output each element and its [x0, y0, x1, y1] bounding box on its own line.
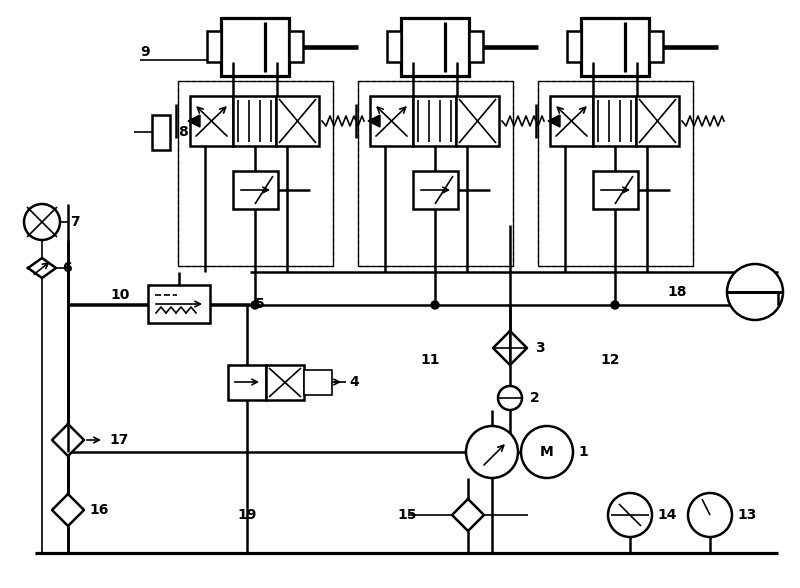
Bar	[233, 171, 278, 209]
Text: 12: 12	[600, 353, 619, 367]
Bar	[538, 81, 693, 266]
Bar	[581, 18, 649, 76]
Bar	[636, 96, 679, 146]
Polygon shape	[452, 499, 484, 531]
Bar	[413, 171, 458, 209]
Polygon shape	[28, 258, 56, 278]
Text: 5: 5	[255, 297, 265, 311]
Circle shape	[431, 301, 439, 309]
Text: 11: 11	[420, 353, 439, 367]
Polygon shape	[52, 494, 84, 526]
Text: 8: 8	[178, 125, 188, 139]
Circle shape	[727, 264, 783, 320]
Text: 9: 9	[140, 45, 150, 59]
Bar	[266, 365, 304, 400]
Polygon shape	[52, 424, 84, 456]
Bar	[148, 285, 210, 323]
Bar	[469, 31, 483, 62]
Text: 3: 3	[535, 341, 545, 355]
Bar	[190, 96, 233, 146]
Circle shape	[521, 426, 573, 478]
Text: 17: 17	[109, 433, 128, 447]
Text: 6: 6	[62, 261, 72, 275]
Text: 18: 18	[667, 285, 687, 299]
Bar	[370, 96, 413, 146]
Bar	[649, 31, 663, 62]
Circle shape	[611, 301, 619, 309]
Text: 10: 10	[110, 288, 130, 302]
Bar	[276, 96, 319, 146]
Bar	[538, 81, 693, 266]
Bar	[289, 31, 303, 62]
Circle shape	[608, 493, 652, 537]
Text: 15: 15	[398, 508, 417, 522]
Bar	[221, 18, 289, 76]
Bar	[593, 96, 636, 146]
Bar	[178, 81, 333, 266]
Text: 14: 14	[657, 508, 677, 522]
Bar	[413, 96, 456, 146]
Bar	[228, 365, 266, 400]
Circle shape	[24, 204, 60, 240]
Circle shape	[251, 301, 259, 309]
Bar	[456, 96, 499, 146]
Bar	[401, 18, 469, 76]
Text: 2: 2	[530, 391, 540, 405]
Bar	[152, 115, 170, 150]
Bar	[387, 31, 401, 62]
Polygon shape	[548, 115, 560, 127]
Text: 19: 19	[238, 508, 257, 522]
Bar	[207, 31, 221, 62]
Circle shape	[498, 386, 522, 410]
Polygon shape	[188, 115, 200, 127]
Bar	[593, 171, 638, 209]
Circle shape	[688, 493, 732, 537]
Bar	[550, 96, 593, 146]
Bar	[358, 81, 513, 266]
Bar	[304, 370, 332, 395]
Bar	[567, 31, 581, 62]
Bar	[178, 81, 333, 266]
Polygon shape	[493, 331, 527, 365]
Text: 13: 13	[737, 508, 756, 522]
Bar	[358, 81, 513, 266]
Text: M: M	[540, 445, 554, 459]
Polygon shape	[368, 115, 380, 127]
Text: 16: 16	[89, 503, 108, 517]
Bar	[233, 96, 276, 146]
Text: 4: 4	[349, 375, 358, 389]
Text: 7: 7	[70, 215, 80, 229]
Circle shape	[466, 426, 518, 478]
Text: 1: 1	[578, 445, 588, 459]
